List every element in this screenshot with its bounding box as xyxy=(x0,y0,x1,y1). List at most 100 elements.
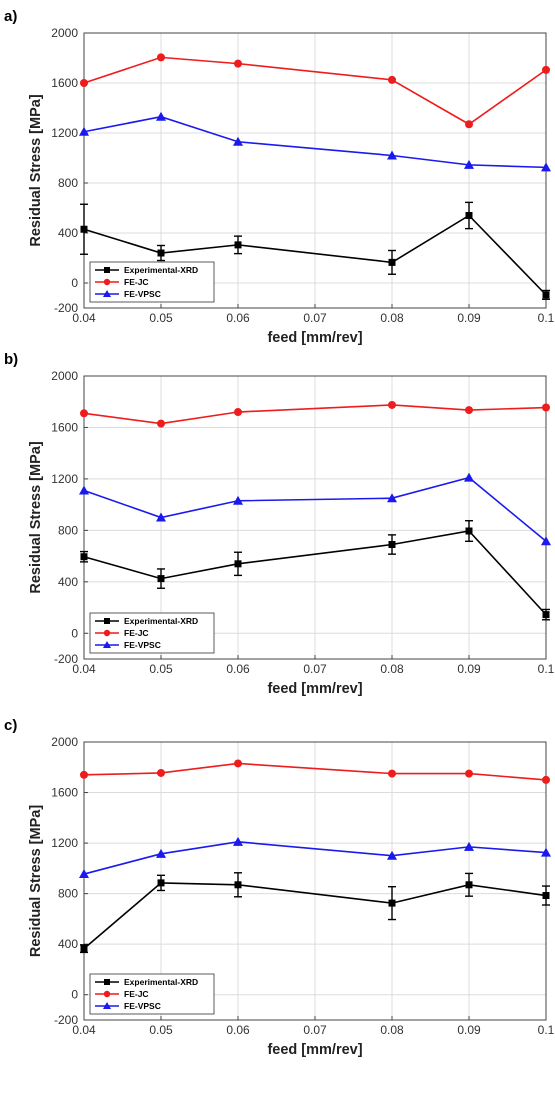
x-tick-label: 0.05 xyxy=(149,311,173,325)
data-point xyxy=(79,869,89,879)
legend: Experimental-XRD FE-JC FE-VPSC xyxy=(89,261,215,303)
data-point xyxy=(387,850,397,860)
y-tick-label: 1600 xyxy=(51,420,78,434)
x-tick-label: 0.05 xyxy=(149,662,173,676)
data-point xyxy=(388,75,396,84)
data-point xyxy=(156,512,166,522)
data-point xyxy=(157,249,165,257)
series-fe-vpsc xyxy=(79,111,551,172)
data-point xyxy=(387,493,397,503)
panel-label: b) xyxy=(4,351,18,368)
x-axis-label: feed [mm/rev] xyxy=(267,681,362,697)
data-point xyxy=(387,150,397,160)
x-tick-label: 0.07 xyxy=(303,662,327,676)
y-tick-label: -200 xyxy=(54,652,78,666)
data-point xyxy=(157,53,165,62)
data-point xyxy=(233,495,243,505)
data-point xyxy=(156,111,166,121)
x-tick-label: 0.09 xyxy=(457,311,481,325)
y-axis-label: Residual Stress [MPa] xyxy=(28,94,44,246)
series-experimental-xrd xyxy=(80,201,550,300)
data-point xyxy=(233,836,243,846)
data-point xyxy=(464,841,474,851)
legend-box xyxy=(89,612,215,654)
data-point xyxy=(156,848,166,858)
data-point xyxy=(542,892,550,900)
data-point xyxy=(542,611,550,619)
data-point xyxy=(465,120,473,129)
data-point xyxy=(541,536,551,546)
data-point xyxy=(234,759,242,768)
y-axis-label: Residual Stress [MPa] xyxy=(28,441,44,593)
legend-label: FE-JC xyxy=(124,628,149,638)
x-tick-label: 0.09 xyxy=(457,662,481,676)
data-point xyxy=(465,406,473,415)
y-tick-label: 1200 xyxy=(51,836,78,850)
x-tick-label: 0.06 xyxy=(226,311,250,325)
x-tick-label: 0.1 xyxy=(538,1023,555,1037)
panel-label: a) xyxy=(4,8,17,25)
data-point xyxy=(80,79,88,87)
x-tick-label: 0.07 xyxy=(303,311,327,325)
data-point xyxy=(542,65,550,74)
legend-label: FE-JC xyxy=(124,277,149,287)
data-point xyxy=(542,775,550,784)
y-tick-label: 2000 xyxy=(51,369,78,383)
legend-item: FE-VPSC xyxy=(95,640,161,650)
y-tick-label: 400 xyxy=(58,226,78,240)
x-tick-label: 0.05 xyxy=(149,1023,173,1037)
x-axis-label: feed [mm/rev] xyxy=(267,330,362,346)
series-experimental-xrd xyxy=(80,520,550,621)
y-tick-label: 0 xyxy=(71,276,78,290)
legend: Experimental-XRD FE-JC FE-VPSC xyxy=(89,973,215,1015)
data-point xyxy=(388,899,396,907)
y-tick-label: 800 xyxy=(58,176,78,190)
series-line xyxy=(83,214,547,296)
data-point xyxy=(79,485,89,495)
x-tick-label: 0.08 xyxy=(380,311,404,325)
data-point xyxy=(465,769,473,778)
series-fe-vpsc xyxy=(79,836,551,879)
legend-marker xyxy=(103,990,111,998)
data-point xyxy=(157,768,165,777)
data-point xyxy=(542,403,550,412)
y-tick-label: 800 xyxy=(58,523,78,537)
data-point xyxy=(541,162,551,172)
legend-marker xyxy=(104,979,110,985)
legend-item: Experimental-XRD xyxy=(95,265,198,275)
legend-marker xyxy=(103,278,111,286)
y-axis-label: Residual Stress [MPa] xyxy=(28,805,44,957)
data-point xyxy=(80,945,88,953)
series-line xyxy=(83,762,547,781)
legend-item: FE-JC xyxy=(95,277,149,287)
data-point xyxy=(157,879,165,887)
data-point xyxy=(233,136,243,146)
data-point xyxy=(80,770,88,779)
legend-marker xyxy=(103,1002,111,1009)
series-fe-jc xyxy=(80,53,550,129)
x-tick-label: 0.06 xyxy=(226,662,250,676)
series-experimental-xrd xyxy=(80,872,550,954)
legend: Experimental-XRD FE-JC FE-VPSC xyxy=(89,612,215,654)
legend-label: FE-VPSC xyxy=(124,640,161,650)
data-point xyxy=(157,575,165,583)
y-tick-label: 2000 xyxy=(51,735,78,749)
data-point xyxy=(542,291,550,299)
series-line xyxy=(83,841,547,875)
y-tick-label: 400 xyxy=(58,937,78,951)
legend-item: FE-VPSC xyxy=(95,289,161,299)
y-tick-label: 1200 xyxy=(51,472,78,486)
series-line xyxy=(83,404,547,425)
legend-item: Experimental-XRD xyxy=(95,977,198,987)
data-point xyxy=(464,159,474,169)
data-point xyxy=(465,212,473,219)
legend-item: Experimental-XRD xyxy=(95,616,198,626)
series-line xyxy=(83,476,547,542)
legend-label: FE-VPSC xyxy=(124,1001,161,1011)
x-tick-label: 0.08 xyxy=(380,662,404,676)
x-tick-label: 0.04 xyxy=(72,311,96,325)
x-tick-label: 0.06 xyxy=(226,1023,250,1037)
data-point xyxy=(464,472,474,482)
data-point xyxy=(388,400,396,409)
